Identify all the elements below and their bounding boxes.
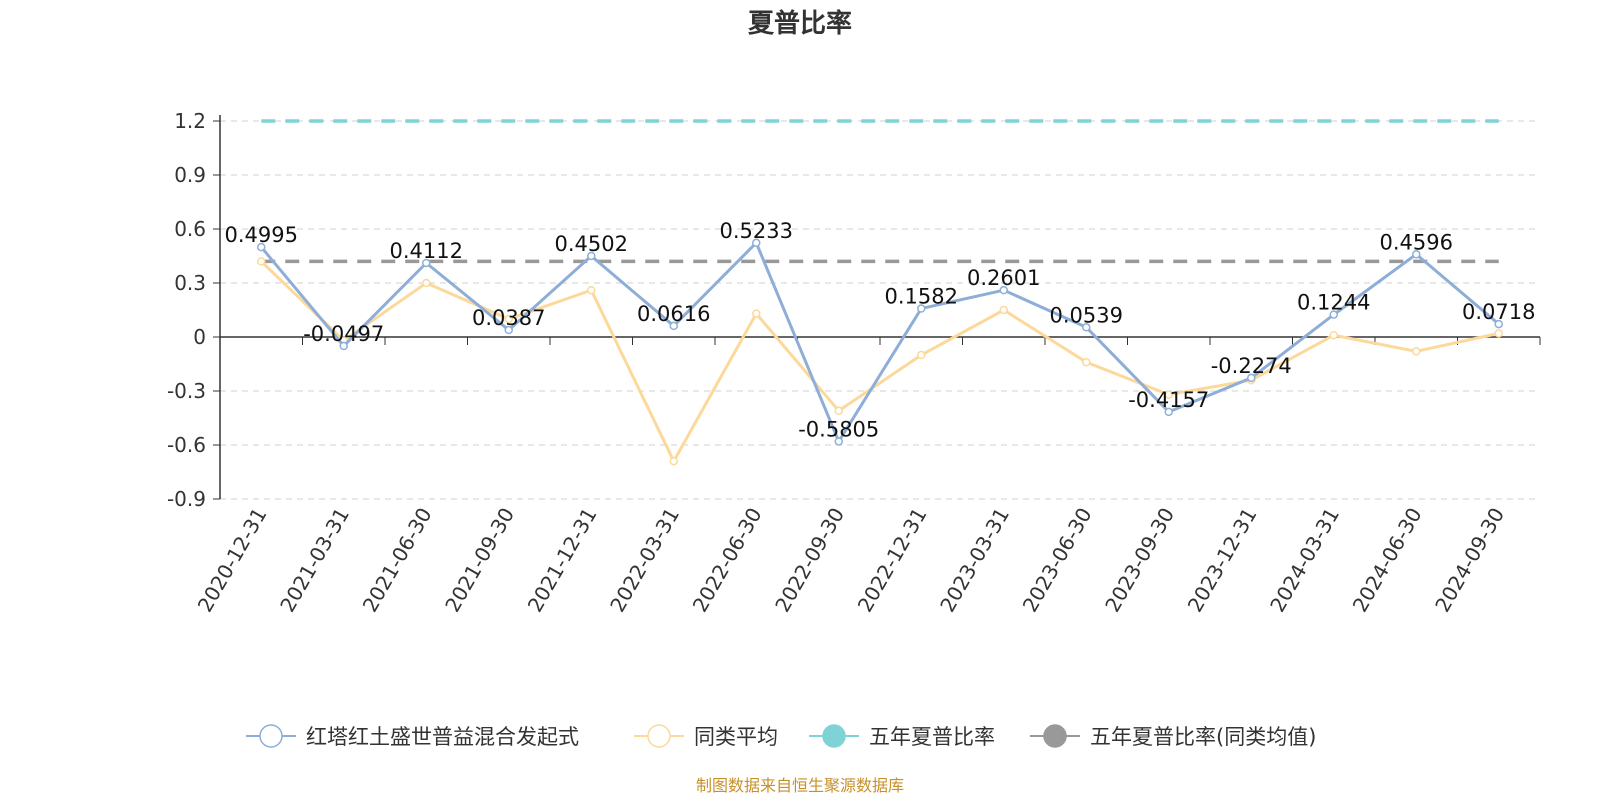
data-label: -0.2274 <box>1211 354 1292 378</box>
peer-average-point <box>504 314 513 324</box>
fund-sharpe-point <box>587 251 596 261</box>
data-label: 0.2601 <box>967 266 1040 290</box>
peer-average-point <box>917 350 926 360</box>
data-label: 0.4995 <box>225 223 298 247</box>
fund-sharpe-point <box>257 242 266 252</box>
peer-average-line <box>260 260 1500 465</box>
data-label: 0.0718 <box>1462 300 1535 324</box>
legend-item-label: 五年夏普比率 <box>869 725 995 749</box>
x-tick-label: 2022-03-31 <box>605 504 684 617</box>
x-tick-label: 2023-09-30 <box>1100 504 1179 617</box>
data-labels: 0.4995 -0.0497 0.4112 0.0387 0.4502 0.0616 0.5… <box>225 219 1536 442</box>
y-tick-label: 0.3 <box>174 271 206 295</box>
peer-average-point <box>587 285 596 295</box>
peer-average-point <box>834 406 843 416</box>
peer-average-point <box>422 278 431 288</box>
x-tick-label: 2022-06-30 <box>688 504 767 617</box>
x-tick-label: 2024-09-30 <box>1430 504 1509 617</box>
fund-sharpe-point <box>339 341 348 351</box>
data-label: 0.0539 <box>1050 303 1123 327</box>
y-tick-label: 0.6 <box>174 217 206 241</box>
data-label: 0.4596 <box>1380 230 1453 254</box>
x-tick-label: 2023-12-31 <box>1183 504 1262 617</box>
peer-average-point <box>669 456 678 466</box>
fund-sharpe-point <box>669 321 678 331</box>
x-tick-label: 2021-03-31 <box>275 504 354 617</box>
fund-sharpe-point <box>752 238 761 248</box>
y-tick-label: 0 <box>193 325 206 349</box>
x-tick-label: 2021-12-31 <box>523 504 602 617</box>
fund-sharpe-line <box>260 240 1500 445</box>
fund-sharpe-point <box>834 437 843 446</box>
peer-average-point <box>1082 357 1091 367</box>
x-tick-label: 2024-06-30 <box>1348 504 1427 617</box>
fund-sharpe-point <box>917 304 926 313</box>
legend[interactable]: 红塔红土盛世普益混合发起式 同类平均 五年夏普比率 五年夏普比率(同类均值) <box>246 724 1316 749</box>
x-tick-label: 2021-09-30 <box>440 504 519 617</box>
fund-sharpe-point <box>1164 407 1173 417</box>
data-label: -0.0497 <box>303 322 384 346</box>
fund-sharpe-point <box>504 325 513 335</box>
data-label: 0.4502 <box>555 232 628 256</box>
legend-item-label: 五年夏普比率(同类均值) <box>1090 725 1316 749</box>
fund-sharpe-point <box>999 285 1008 295</box>
legend-swatch-marker <box>822 724 846 748</box>
y-tick-label: -0.3 <box>167 379 206 403</box>
fund-sharpe-point <box>1329 310 1338 319</box>
data-label: 0.1582 <box>885 285 958 309</box>
fund-sharpe-point <box>1247 373 1256 383</box>
legend-item-label: 红塔红土盛世普益混合发起式 <box>306 725 579 749</box>
fund-sharpe-point <box>1494 319 1503 329</box>
data-label: 0.4112 <box>390 239 463 263</box>
fund-sharpe-point <box>1082 323 1091 332</box>
data-label: 0.0616 <box>637 302 710 326</box>
series-lines <box>257 119 1503 466</box>
data-label: 0.5233 <box>720 219 793 243</box>
data-source-note: 制图数据来自恒生聚源数据库 <box>696 776 904 795</box>
peer-average-point <box>1412 347 1421 356</box>
fund-sharpe-point <box>422 258 431 268</box>
peer-average-point <box>1164 390 1173 399</box>
legend-swatch-marker <box>647 724 671 748</box>
x-tick-label: 2022-12-31 <box>853 504 932 617</box>
x-tick-label: 2024-03-31 <box>1265 504 1344 617</box>
data-label: 0.0387 <box>472 306 545 330</box>
peer-average-point <box>1494 329 1503 338</box>
y-tick-label: -0.6 <box>167 433 206 457</box>
peer-average-point <box>999 305 1008 315</box>
y-tick-label: 0.9 <box>174 163 206 187</box>
grid-lines <box>220 120 1540 500</box>
x-tick-label: 2023-06-30 <box>1018 504 1097 617</box>
data-label: 0.1244 <box>1297 291 1370 315</box>
legend-item-label: 同类平均 <box>694 725 778 749</box>
y-tick-label: -0.9 <box>167 487 206 511</box>
data-label: -0.4157 <box>1128 388 1209 412</box>
x-tick-label: 2023-03-31 <box>935 504 1014 617</box>
peer-average-point <box>752 309 761 318</box>
legend-swatch-marker <box>259 724 283 748</box>
fund-sharpe-point <box>1412 250 1421 259</box>
x-tick-label: 2020-12-31 <box>193 504 272 617</box>
chart-title: 夏普比率 <box>748 8 852 39</box>
legend-swatch-marker <box>1043 724 1067 748</box>
data-label: -0.5805 <box>798 417 879 441</box>
x-tick-label: 2022-09-30 <box>770 504 849 617</box>
x-tick-label: 2021-06-30 <box>358 504 437 617</box>
peer-average-point <box>1329 330 1338 340</box>
peer-average-point <box>257 257 266 266</box>
y-tick-label: 1.2 <box>174 109 206 133</box>
